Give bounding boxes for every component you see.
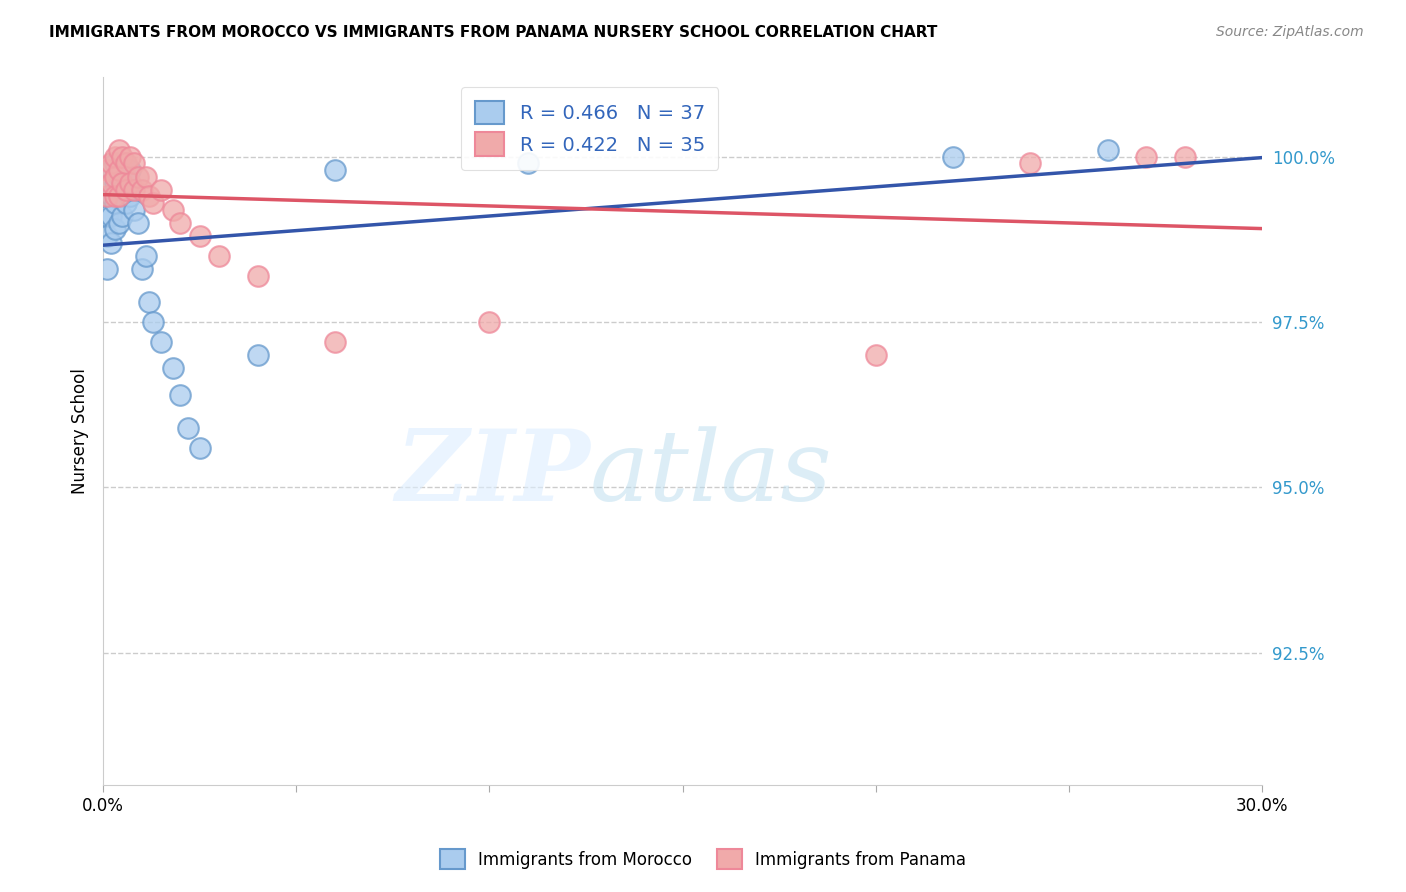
Point xyxy=(107,169,129,184)
Point xyxy=(135,249,157,263)
Point xyxy=(100,156,122,170)
Point xyxy=(100,235,122,250)
Point xyxy=(107,189,129,203)
Point xyxy=(162,202,184,217)
Point xyxy=(104,176,127,190)
Point xyxy=(138,189,160,203)
Point xyxy=(1174,150,1197,164)
Point xyxy=(162,361,184,376)
Point xyxy=(111,150,134,164)
Text: IMMIGRANTS FROM MOROCCO VS IMMIGRANTS FROM PANAMA NURSERY SCHOOL CORRELATION CHA: IMMIGRANTS FROM MOROCCO VS IMMIGRANTS FR… xyxy=(49,25,938,40)
Y-axis label: Nursery School: Nursery School xyxy=(72,368,89,494)
Point xyxy=(135,169,157,184)
Point xyxy=(104,222,127,236)
Point xyxy=(177,421,200,435)
Point xyxy=(120,150,142,164)
Point xyxy=(122,156,145,170)
Point xyxy=(1019,156,1042,170)
Point xyxy=(100,176,122,190)
Point xyxy=(104,189,127,203)
Point xyxy=(246,348,269,362)
Point xyxy=(111,176,134,190)
Point xyxy=(96,189,118,203)
Point xyxy=(100,163,122,178)
Point xyxy=(127,169,149,184)
Legend: Immigrants from Morocco, Immigrants from Panama: Immigrants from Morocco, Immigrants from… xyxy=(430,838,976,880)
Point xyxy=(323,163,346,178)
Point xyxy=(115,196,138,211)
Point xyxy=(107,143,129,157)
Point xyxy=(100,209,122,223)
Point xyxy=(120,176,142,190)
Point xyxy=(122,202,145,217)
Text: atlas: atlas xyxy=(591,425,832,521)
Point xyxy=(104,169,127,184)
Point xyxy=(104,196,127,211)
Point xyxy=(138,295,160,310)
Point xyxy=(150,183,173,197)
Point xyxy=(865,348,887,362)
Point xyxy=(96,163,118,178)
Point xyxy=(115,183,138,197)
Point xyxy=(246,268,269,283)
Point xyxy=(127,216,149,230)
Point xyxy=(1097,143,1119,157)
Point xyxy=(115,169,138,184)
Point xyxy=(115,156,138,170)
Text: Source: ZipAtlas.com: Source: ZipAtlas.com xyxy=(1216,25,1364,39)
Point xyxy=(96,262,118,277)
Point xyxy=(107,189,129,203)
Point xyxy=(478,315,501,329)
Legend: R = 0.466   N = 37, R = 0.422   N = 35: R = 0.466 N = 37, R = 0.422 N = 35 xyxy=(461,87,718,169)
Point xyxy=(942,150,965,164)
Point xyxy=(150,334,173,349)
Point xyxy=(104,156,127,170)
Point xyxy=(131,183,153,197)
Point xyxy=(107,163,129,178)
Point xyxy=(111,209,134,223)
Point xyxy=(104,150,127,164)
Point xyxy=(111,183,134,197)
Point xyxy=(169,388,191,402)
Point xyxy=(1135,150,1157,164)
Point xyxy=(131,262,153,277)
Point xyxy=(96,209,118,223)
Point xyxy=(120,163,142,178)
Point xyxy=(96,229,118,244)
Point xyxy=(111,163,134,178)
Point xyxy=(517,156,540,170)
Point xyxy=(188,441,211,455)
Point xyxy=(188,229,211,244)
Point xyxy=(208,249,231,263)
Point xyxy=(100,189,122,203)
Point xyxy=(122,183,145,197)
Point xyxy=(120,189,142,203)
Point xyxy=(323,334,346,349)
Point xyxy=(142,315,165,329)
Point xyxy=(142,196,165,211)
Point xyxy=(169,216,191,230)
Point xyxy=(107,216,129,230)
Text: ZIP: ZIP xyxy=(395,425,591,522)
